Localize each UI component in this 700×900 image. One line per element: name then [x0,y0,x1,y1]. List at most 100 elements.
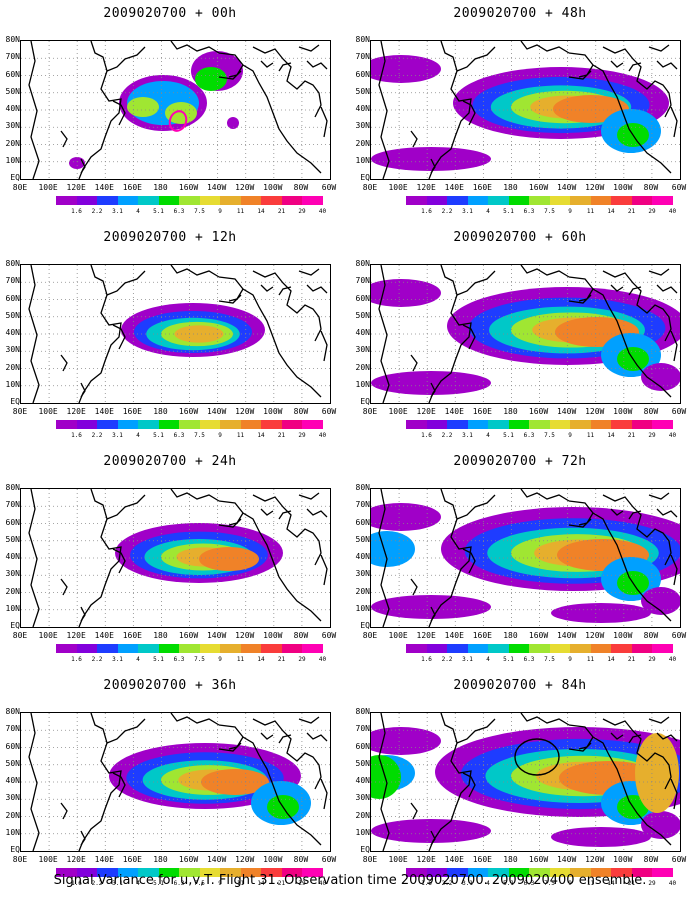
coastline [520,489,570,502]
colorbar-level-label: 2.2 [91,656,103,663]
colorbar-level-label: 29 [648,880,656,887]
colorbar-level-label: 21 [277,880,286,887]
colorbar-level-label: 29 [298,880,306,887]
lat-tick-label: 80N [355,259,370,268]
colorbar-labels: 1.6 2.2 3.1 4 5.1 6.3 7.5 9 11 14 21 29 40 [406,656,678,664]
lon-tick-label: 100E [38,631,58,640]
lat-tick-label: 80N [355,483,370,492]
variance-contour [371,503,441,531]
colorbar-level-label: 5.1 [153,432,164,439]
coastline [298,44,320,52]
lon-tick-label: 160W [178,407,199,416]
lon-tick-label: 140W [556,631,577,640]
verification-region-circle [514,738,560,776]
lon-tick-label: 80W [643,855,659,864]
variance-contour [551,603,651,623]
map-panel: 2009020700 + 00h 80N 70N 60N 50N 40N 30N 20N 10N… [0,0,340,222]
colorbar-labels: 1.6 2.2 3.1 4 5.1 6.3 7.5 9 11 14 21 29 40 [56,880,328,888]
lon-tick-label: 100E [388,183,408,192]
colorbar-level-label: 3.1 [112,656,123,663]
colorbar-level-label: 4 [136,208,140,215]
colorbar-level-label: 5.1 [503,208,514,215]
lon-tick-label: 120E [66,855,86,864]
lat-tick-label: 20N [5,586,20,596]
colorbar-swatch [570,420,591,429]
lon-tick-label: 120W [585,855,605,864]
coastline [378,489,390,627]
colorbar-level-label: 11 [236,432,245,439]
variance-contour [127,97,159,117]
lon-tick-label: 180 [503,183,518,192]
lat-tick-label: 50N [5,310,20,320]
lon-tick-label: 80E [362,855,378,864]
lon-tick-label: 60W [671,183,687,192]
colorbar-swatch [97,868,118,877]
colorbar-level-label: 2.2 [441,880,453,887]
lat-tick-label: 80N [5,35,20,44]
colorbar-swatch [549,644,570,653]
colorbar-level-label: 29 [298,432,306,439]
colorbar-swatch [179,196,200,205]
colorbar-swatch [631,420,652,429]
lon-tick-label: 160E [472,855,492,864]
lat-tick-label: 70N [355,724,370,734]
coastline [568,276,672,398]
colorbar-level-label: 1.6 [421,656,432,663]
colorbar-swatch [426,644,447,653]
lon-tick-label: 120W [585,631,605,640]
lat-tick-label: 60N [355,517,370,527]
coastline [670,106,678,138]
coastline [218,70,242,80]
coastline [520,265,570,278]
coastline [520,713,570,726]
colorbar-level-label: 3.1 [462,432,473,439]
colorbar-swatch [138,420,159,429]
coastline [260,732,274,740]
coastline [306,60,328,70]
colorbar-swatch [158,868,179,877]
lat-tick-label: 50N [355,758,370,768]
lon-tick-label: 160W [178,855,199,864]
colorbar-swatch [179,420,200,429]
coastline [170,489,220,502]
colorbar-level-label: 5.1 [153,656,164,663]
colorbar-level-label: 11 [236,880,245,887]
lat-tick-label: 30N [5,793,20,803]
coastline [320,106,328,138]
lon-tick-label: 120W [235,855,255,864]
colorbar-swatch [76,868,97,877]
map-canvas [371,265,680,403]
lon-tick-label: 160E [122,183,142,192]
colorbar-level-label: 3.1 [112,880,123,887]
coastline [602,270,672,342]
colorbar-level-label: 1.6 [71,880,82,887]
lon-tick-label: 60W [321,631,337,640]
coastline [298,268,320,276]
map-canvas [371,713,680,851]
coastline [218,742,242,752]
coastline [462,772,476,798]
coastline [410,802,418,820]
lat-tick-label: 80N [5,707,20,716]
colorbar-swatch [529,420,550,429]
colorbar-level-label: 29 [648,208,656,215]
coastline [218,294,242,304]
lon-tick-label: 100E [388,631,408,640]
coastline [170,41,220,54]
coastline [320,330,328,362]
colorbar-swatch [426,420,447,429]
lat-tick-label: 40N [355,776,370,785]
colorbar-level-label: 1.6 [421,880,432,887]
colorbar-swatch [406,868,427,877]
coastline [252,718,322,790]
coastline [610,284,624,292]
coastline [410,130,418,148]
lon-tick-label: 60W [671,407,687,416]
coastline [278,286,292,296]
variance-map [370,488,681,628]
variance-contour [641,587,680,615]
colorbar-level-label: 7.5 [194,432,205,439]
colorbar-level-label: 7.5 [544,880,555,887]
lat-tick-label: 40N [5,552,20,561]
lon-tick-label: 80W [293,631,309,640]
